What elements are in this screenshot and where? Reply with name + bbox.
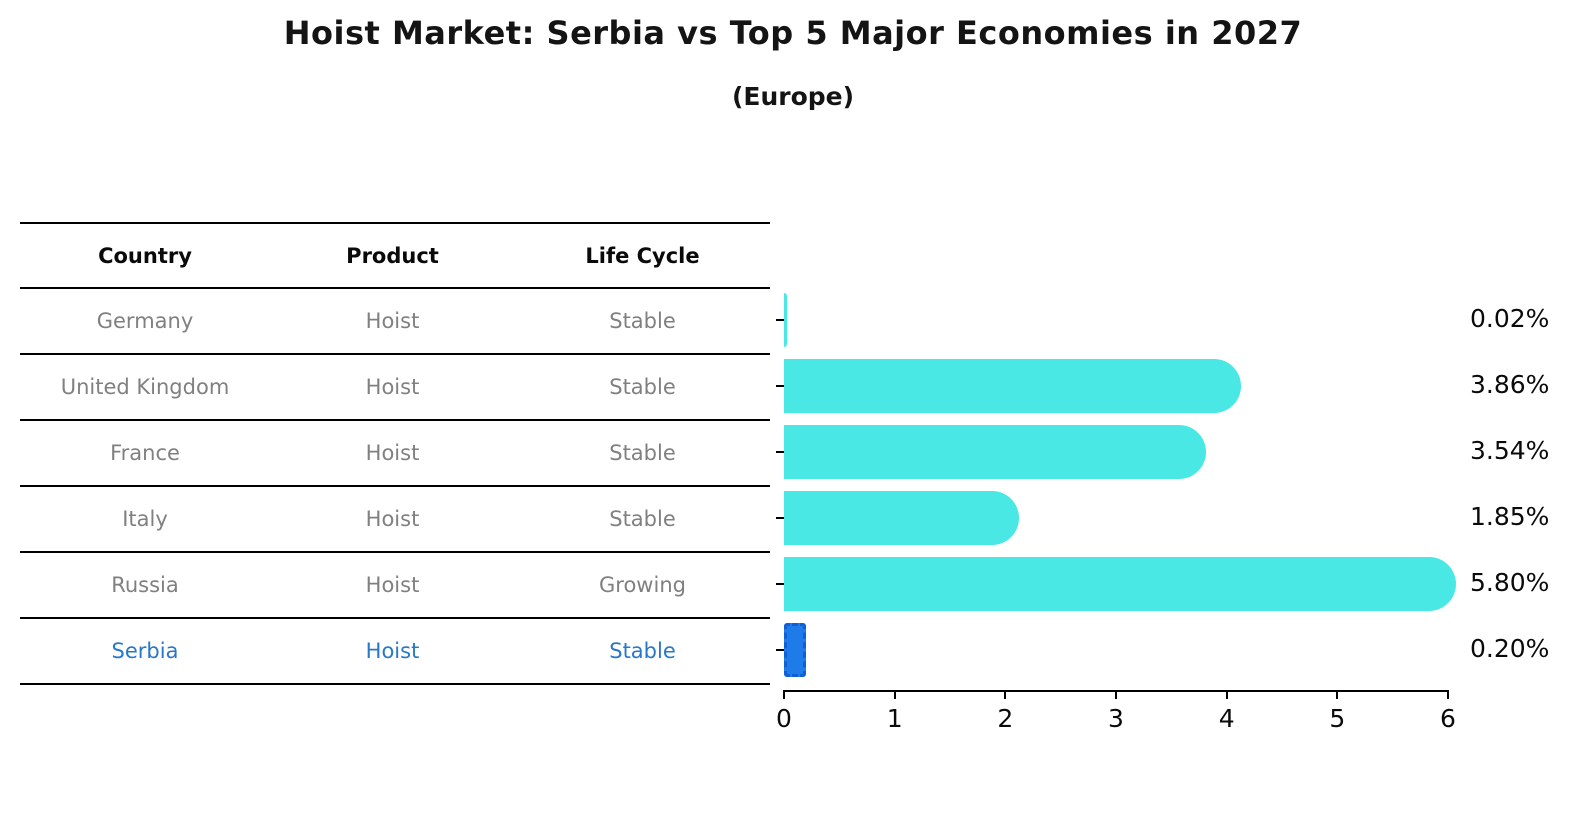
table-cell-life-cycle: Stable <box>609 375 676 399</box>
table-cell-life-cycle: Stable <box>609 639 676 663</box>
x-tick-label: 3 <box>1108 704 1124 733</box>
table-cell-life-cycle: Stable <box>609 309 676 333</box>
table-row: France Hoist Stable <box>20 421 770 487</box>
table-row: Italy Hoist Stable <box>20 487 770 553</box>
table-cell-country: France <box>110 441 180 465</box>
table-cell-life-cycle: Stable <box>609 507 676 531</box>
y-tick <box>776 517 784 519</box>
x-tick <box>1115 690 1117 699</box>
x-tick-label: 6 <box>1440 704 1456 733</box>
table-cell-country: United Kingdom <box>60 375 230 399</box>
table-cell-product: Hoist <box>365 573 420 597</box>
table-cell-product: Hoist <box>365 441 420 465</box>
x-tick <box>893 690 896 699</box>
table-cell-product: Hoist <box>365 375 420 399</box>
x-tick <box>1225 690 1228 699</box>
bar-chart: 0 1 2 3 4 5 6 <box>776 288 1456 733</box>
bar <box>784 491 1019 545</box>
table-cell-life-cycle: Stable <box>609 441 676 465</box>
table-cell-product: Hoist <box>365 639 420 663</box>
y-tick <box>776 451 784 453</box>
table-header-country: Country <box>98 243 192 268</box>
x-tick-label: 4 <box>1218 704 1235 733</box>
table-cell-life-cycle: Growing <box>599 573 686 597</box>
table-row: United Kingdom Hoist Stable <box>20 355 770 421</box>
table-cell-country: Russia <box>111 573 179 597</box>
bar <box>784 623 807 677</box>
page-subtitle: (Europe) <box>731 82 855 111</box>
bar <box>784 425 1206 479</box>
y-tick <box>776 319 784 321</box>
value-label: 5.80% <box>1470 568 1550 597</box>
page-title: Hoist Market: Serbia vs Top 5 Major Econ… <box>283 14 1303 52</box>
x-tick <box>1447 690 1449 699</box>
table-cell-country: Italy <box>122 507 168 531</box>
table-cell-product: Hoist <box>365 309 420 333</box>
bar <box>784 359 1242 413</box>
y-tick <box>776 583 784 585</box>
x-tick <box>1004 690 1007 699</box>
table-row: Russia Hoist Growing <box>20 553 770 619</box>
x-tick-label: 1 <box>886 704 903 733</box>
table-header-life-cycle: Life Cycle <box>585 243 700 268</box>
bar <box>784 557 1456 611</box>
table-cell-country: Serbia <box>111 639 179 663</box>
table-header-row: Country Product Life Cycle <box>20 224 770 289</box>
value-label: 0.02% <box>1470 304 1550 333</box>
table-row: Germany Hoist Stable <box>20 289 770 355</box>
value-label: 3.86% <box>1470 370 1550 399</box>
bar <box>784 293 787 347</box>
table-row: Serbia Hoist Stable <box>20 619 770 685</box>
value-label: 0.20% <box>1470 634 1550 663</box>
value-label: 3.54% <box>1470 436 1550 465</box>
x-tick-label: 5 <box>1329 704 1346 733</box>
x-tick <box>1336 690 1339 699</box>
value-label: 1.85% <box>1470 502 1550 531</box>
x-tick <box>783 690 785 699</box>
table-cell-product: Hoist <box>365 507 420 531</box>
y-tick <box>776 649 784 651</box>
y-tick <box>776 385 784 387</box>
country-table: Country Product Life Cycle Germany Hoist… <box>20 222 770 685</box>
table-cell-country: Germany <box>96 309 194 333</box>
x-tick-label: 2 <box>997 704 1014 733</box>
table-header-product: Product <box>346 243 439 268</box>
x-tick-label: 0 <box>776 704 792 733</box>
